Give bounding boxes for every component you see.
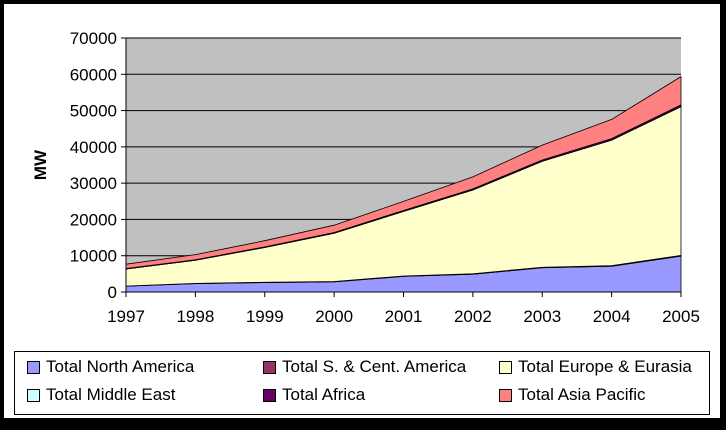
- x-tick-label: 1998: [176, 307, 214, 326]
- x-tick-label: 2002: [454, 307, 492, 326]
- chart-frame: 0 10000 20000 30000 40000 50000 60000 70000 1997…: [4, 4, 720, 418]
- x-tick-label: 2004: [593, 307, 631, 326]
- legend-swatch: [263, 388, 276, 402]
- legend-swatch: [263, 360, 276, 374]
- area-chart: 0 10000 20000 30000 40000 50000 60000 70000 1997…: [31, 29, 700, 326]
- legend-label: Total Africa: [282, 385, 366, 404]
- legend-label: Total Asia Pacific: [518, 385, 646, 404]
- legend-item: Total Middle East: [27, 385, 175, 405]
- legend-item: Total North America: [27, 357, 194, 377]
- x-tick-label: 2003: [523, 307, 561, 326]
- legend-item: Total Africa: [263, 385, 365, 405]
- legend-label: Total Europe & Eurasia: [518, 357, 692, 376]
- legend-label: Total S. & Cent. America: [282, 357, 467, 376]
- x-tick-label: 2000: [315, 307, 353, 326]
- x-tick-label: 2005: [662, 307, 700, 326]
- y-tick-label: 60000: [70, 65, 117, 84]
- legend-swatch: [499, 360, 512, 374]
- area-total-asia-pacific: [125, 76, 682, 269]
- y-tick-label: 40000: [70, 138, 117, 157]
- legend-label: Total North America: [46, 357, 195, 376]
- y-tick-label: 70000: [70, 29, 117, 48]
- legend-label: Total Middle East: [46, 385, 176, 404]
- legend-item: Total S. & Cent. America: [263, 357, 466, 377]
- legend-swatch: [27, 360, 40, 374]
- legend-swatch: [27, 388, 40, 402]
- y-tick-label: 0: [108, 283, 117, 302]
- y-tick-label: 20000: [70, 210, 117, 229]
- legend-item: Total Europe & Eurasia: [499, 357, 692, 377]
- x-tick-label: 1999: [246, 307, 284, 326]
- x-tick-label: 1997: [107, 307, 145, 326]
- y-tick-label: 30000: [70, 174, 117, 193]
- y-tick-label: 50000: [70, 102, 117, 121]
- x-tick-label: 2001: [385, 307, 423, 326]
- legend-item: Total Asia Pacific: [499, 385, 646, 405]
- y-tick-label: 10000: [70, 247, 117, 266]
- legend-swatch: [499, 388, 512, 402]
- legend: Total North America Total S. & Cent. Amer…: [14, 351, 710, 415]
- y-axis-title: MW: [31, 149, 50, 180]
